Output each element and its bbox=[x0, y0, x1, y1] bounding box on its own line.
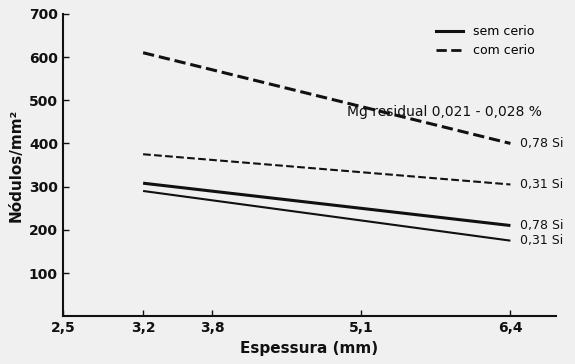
Text: 0,31 Si: 0,31 Si bbox=[520, 178, 563, 191]
Text: 0,78 Si: 0,78 Si bbox=[520, 219, 563, 232]
Legend: sem cerio, com cerio: sem cerio, com cerio bbox=[431, 20, 540, 62]
Text: 0,78 Si: 0,78 Si bbox=[520, 137, 563, 150]
Text: Mg residual 0,021 - 0,028 %: Mg residual 0,021 - 0,028 % bbox=[347, 104, 542, 119]
Y-axis label: Nódulos/mm²: Nódulos/mm² bbox=[8, 108, 24, 222]
X-axis label: Espessura (mm): Espessura (mm) bbox=[240, 341, 378, 356]
Text: 0,31 Si: 0,31 Si bbox=[520, 234, 563, 247]
